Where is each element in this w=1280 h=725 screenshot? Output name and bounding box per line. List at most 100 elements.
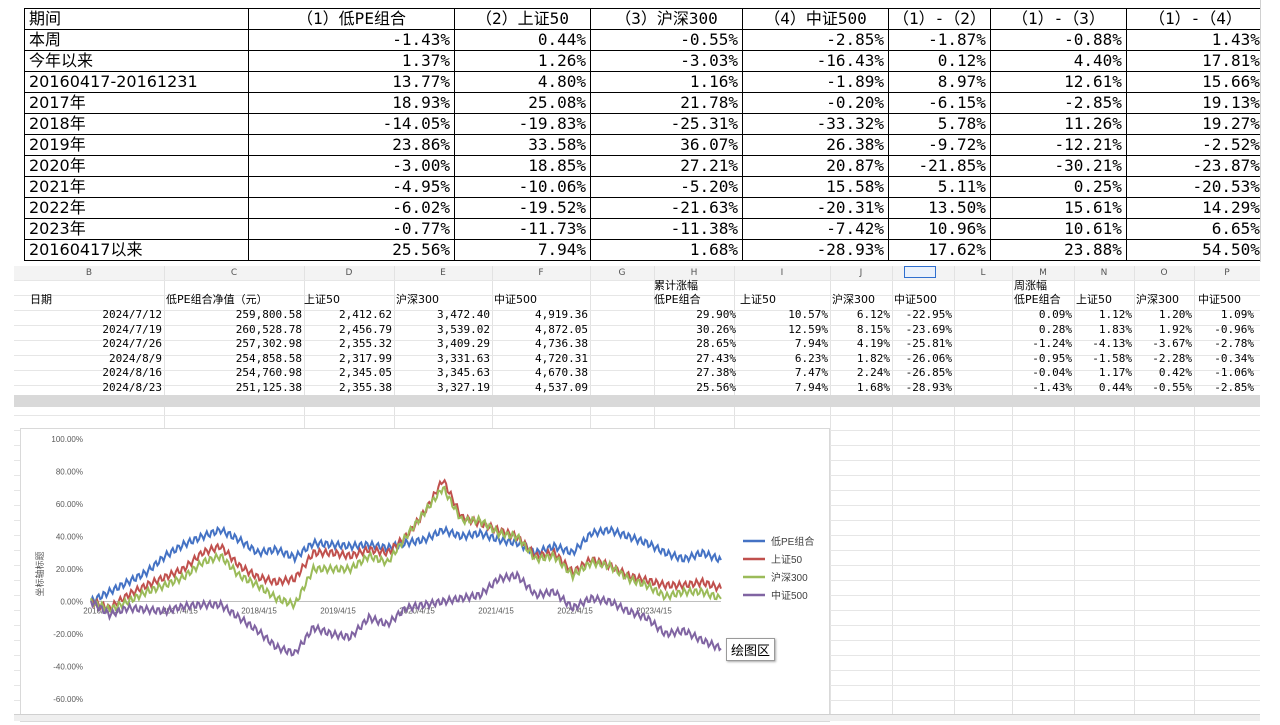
date-cell[interactable]: 2024/7/19 — [102, 322, 162, 336]
value-cell[interactable]: -1.58% — [1092, 351, 1132, 365]
summary-value-cell[interactable]: -20.53% — [1125, 176, 1265, 198]
summary-period-cell[interactable]: 20160417-20161231 — [24, 71, 249, 93]
weekly-group-label[interactable]: 周涨幅 — [1014, 279, 1047, 292]
summary-value-cell[interactable]: 18.93% — [248, 92, 455, 114]
column-letter[interactable]: E — [440, 268, 446, 278]
summary-value-cell[interactable]: -21.85% — [888, 155, 991, 177]
summary-value-cell[interactable]: -0.20% — [742, 92, 889, 114]
summary-header-cell[interactable]: （1）-（3） — [989, 8, 1127, 30]
value-cell[interactable]: 4,736.38 — [535, 337, 588, 350]
value-cell[interactable]: -28.93% — [905, 380, 952, 394]
summary-value-cell[interactable]: 7.94% — [454, 239, 591, 261]
value-cell[interactable]: 4.19% — [856, 337, 890, 350]
summary-value-cell[interactable]: -3.00% — [248, 155, 455, 177]
summary-value-cell[interactable]: 0.12% — [888, 50, 991, 72]
value-cell[interactable]: -25.81% — [905, 337, 952, 350]
value-cell[interactable]: -26.06% — [905, 351, 952, 365]
value-cell[interactable]: 1.12% — [1098, 308, 1132, 321]
summary-value-cell[interactable]: -6.15% — [888, 92, 991, 114]
value-cell[interactable]: 27.38% — [696, 366, 736, 379]
summary-value-cell[interactable]: 54.50% — [1125, 239, 1265, 261]
summary-value-cell[interactable]: 23.86% — [248, 134, 455, 156]
column-header-cum_sz50[interactable]: 上证50 — [740, 293, 776, 306]
summary-value-cell[interactable]: 18.85% — [454, 155, 591, 177]
summary-period-cell[interactable]: 2019年 — [24, 134, 249, 156]
legend-label[interactable]: 中证500 — [771, 589, 808, 602]
value-cell[interactable]: 27.43% — [696, 351, 736, 365]
summary-period-cell[interactable]: 20160417以来 — [24, 239, 249, 261]
summary-value-cell[interactable]: 27.21% — [590, 155, 743, 177]
summary-value-cell[interactable]: -25.31% — [590, 113, 743, 135]
cumulative-group-label[interactable]: 累计涨幅 — [654, 279, 698, 292]
column-letter[interactable]: B — [85, 268, 93, 278]
value-cell[interactable]: 28.65% — [696, 337, 736, 350]
column-header-cum_zz500[interactable]: 中证500 — [894, 293, 937, 306]
column-header-hs300[interactable]: 沪深300 — [396, 293, 439, 306]
summary-value-cell[interactable]: 6.65% — [1125, 218, 1265, 240]
summary-value-cell[interactable]: 0.25% — [989, 176, 1127, 198]
summary-value-cell[interactable]: -28.93% — [742, 239, 889, 261]
summary-value-cell[interactable]: 1.37% — [248, 50, 455, 72]
summary-header-cell[interactable]: （3）沪深300 — [590, 8, 743, 30]
summary-value-cell[interactable]: -5.20% — [590, 176, 743, 198]
summary-value-cell[interactable]: 4.80% — [454, 71, 591, 93]
summary-period-cell[interactable]: 本周 — [24, 29, 249, 51]
summary-header-cell[interactable]: 期间 — [24, 8, 249, 30]
value-cell[interactable]: 6.12% — [856, 308, 890, 321]
value-cell[interactable]: 2,412.62 — [339, 308, 392, 321]
summary-value-cell[interactable]: -2.52% — [1125, 134, 1265, 156]
summary-value-cell[interactable]: -7.42% — [742, 218, 889, 240]
summary-value-cell[interactable]: 26.38% — [742, 134, 889, 156]
column-letter[interactable]: H — [690, 268, 698, 278]
summary-value-cell[interactable]: -19.52% — [454, 197, 591, 219]
horizontal-scrollbar[interactable] — [14, 714, 1260, 721]
value-cell[interactable]: 1.17% — [1098, 366, 1132, 379]
value-cell[interactable]: 0.44% — [1098, 380, 1132, 394]
summary-value-cell[interactable]: 11.26% — [989, 113, 1127, 135]
value-cell[interactable]: 1.68% — [856, 380, 890, 394]
legend-label[interactable]: 沪深300 — [771, 571, 808, 584]
column-header-date[interactable]: 日期 — [30, 293, 52, 306]
value-cell[interactable]: -26.85% — [905, 366, 952, 379]
summary-value-cell[interactable]: 15.66% — [1125, 71, 1265, 93]
summary-value-cell[interactable]: -3.03% — [590, 50, 743, 72]
column-letter[interactable]: N — [1100, 268, 1108, 278]
series-line-3[interactable] — [90, 569, 722, 657]
column-header-cum_lowpe[interactable]: 低PE组合 — [654, 293, 701, 306]
value-cell[interactable]: 0.28% — [1038, 322, 1072, 336]
series-line-0[interactable] — [90, 524, 722, 605]
column-header-zz500[interactable]: 中证500 — [494, 293, 537, 306]
value-cell[interactable]: -2.28% — [1152, 351, 1192, 365]
value-cell[interactable]: 7.94% — [794, 380, 828, 394]
column-letter[interactable]: J — [859, 268, 863, 278]
value-cell[interactable]: 4,872.05 — [535, 322, 588, 336]
value-cell[interactable]: -1.06% — [1214, 366, 1254, 379]
date-cell[interactable]: 2024/8/16 — [102, 366, 162, 379]
value-cell[interactable]: 29.90% — [696, 308, 736, 321]
summary-value-cell[interactable]: -2.85% — [742, 29, 889, 51]
summary-value-cell[interactable]: 21.78% — [590, 92, 743, 114]
summary-value-cell[interactable]: -6.02% — [248, 197, 455, 219]
summary-value-cell[interactable]: -12.21% — [989, 134, 1127, 156]
column-header-cum_hs300[interactable]: 沪深300 — [832, 293, 875, 306]
column-header-wk_zz500[interactable]: 中证500 — [1198, 293, 1241, 306]
summary-period-cell[interactable]: 2018年 — [24, 113, 249, 135]
summary-value-cell[interactable]: 17.62% — [888, 239, 991, 261]
value-cell[interactable]: 1.92% — [1158, 322, 1192, 336]
summary-value-cell[interactable]: -14.05% — [248, 113, 455, 135]
date-cell[interactable]: 2024/8/9 — [109, 351, 162, 365]
value-cell[interactable]: -23.69% — [905, 322, 952, 336]
column-letter[interactable]: M — [1039, 268, 1047, 278]
summary-period-cell[interactable]: 2020年 — [24, 155, 249, 177]
summary-value-cell[interactable]: -30.21% — [989, 155, 1127, 177]
summary-value-cell[interactable]: 10.96% — [888, 218, 991, 240]
value-cell[interactable]: 4,919.36 — [535, 308, 588, 321]
column-header-sz50[interactable]: 上证50 — [304, 293, 340, 306]
summary-value-cell[interactable]: -11.38% — [590, 218, 743, 240]
value-cell[interactable]: 2.24% — [856, 366, 890, 379]
summary-value-cell[interactable]: 20.87% — [742, 155, 889, 177]
summary-value-cell[interactable]: 33.58% — [454, 134, 591, 156]
summary-value-cell[interactable]: 17.81% — [1125, 50, 1265, 72]
column-letter[interactable]: F — [538, 268, 544, 278]
summary-header-cell[interactable]: （2）上证50 — [454, 8, 591, 30]
